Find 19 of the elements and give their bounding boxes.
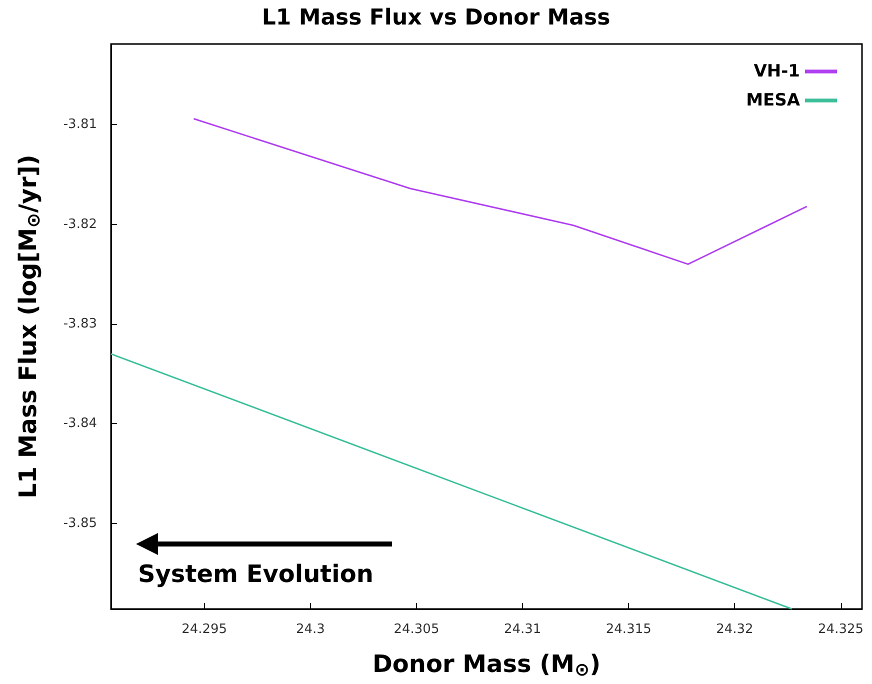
x-tick-label: 24.325 [818,622,864,637]
y-tick-label: -3.83 [63,316,97,332]
y-tick-label: -3.81 [63,117,97,132]
line-series [192,118,808,265]
x-tick-label: 24.32 [716,622,754,637]
x-axis-title: Donor Mass (M⊙) [372,650,601,680]
y-tick-label: -3.84 [63,416,97,432]
x-tick-label: 24.295 [182,622,228,637]
legend-label: MESA [746,90,801,110]
x-tick-label: 24.31 [504,622,542,637]
y-tick-label: -3.82 [63,216,97,232]
annotation: System Evolution [138,560,374,588]
y-tick-label: -3.85 [63,516,97,531]
x-tick-label: 24.3 [296,622,325,637]
chart-title: L1 Mass Flux vs Donor Mass [262,6,610,30]
legend-label: VH-1 [754,62,800,82]
y-axis-title: L1 Mass Flux (log[M⊙/yr]) [14,154,44,498]
x-tick-label: 24.305 [394,622,440,637]
x-tick-label: 24.315 [606,622,652,637]
